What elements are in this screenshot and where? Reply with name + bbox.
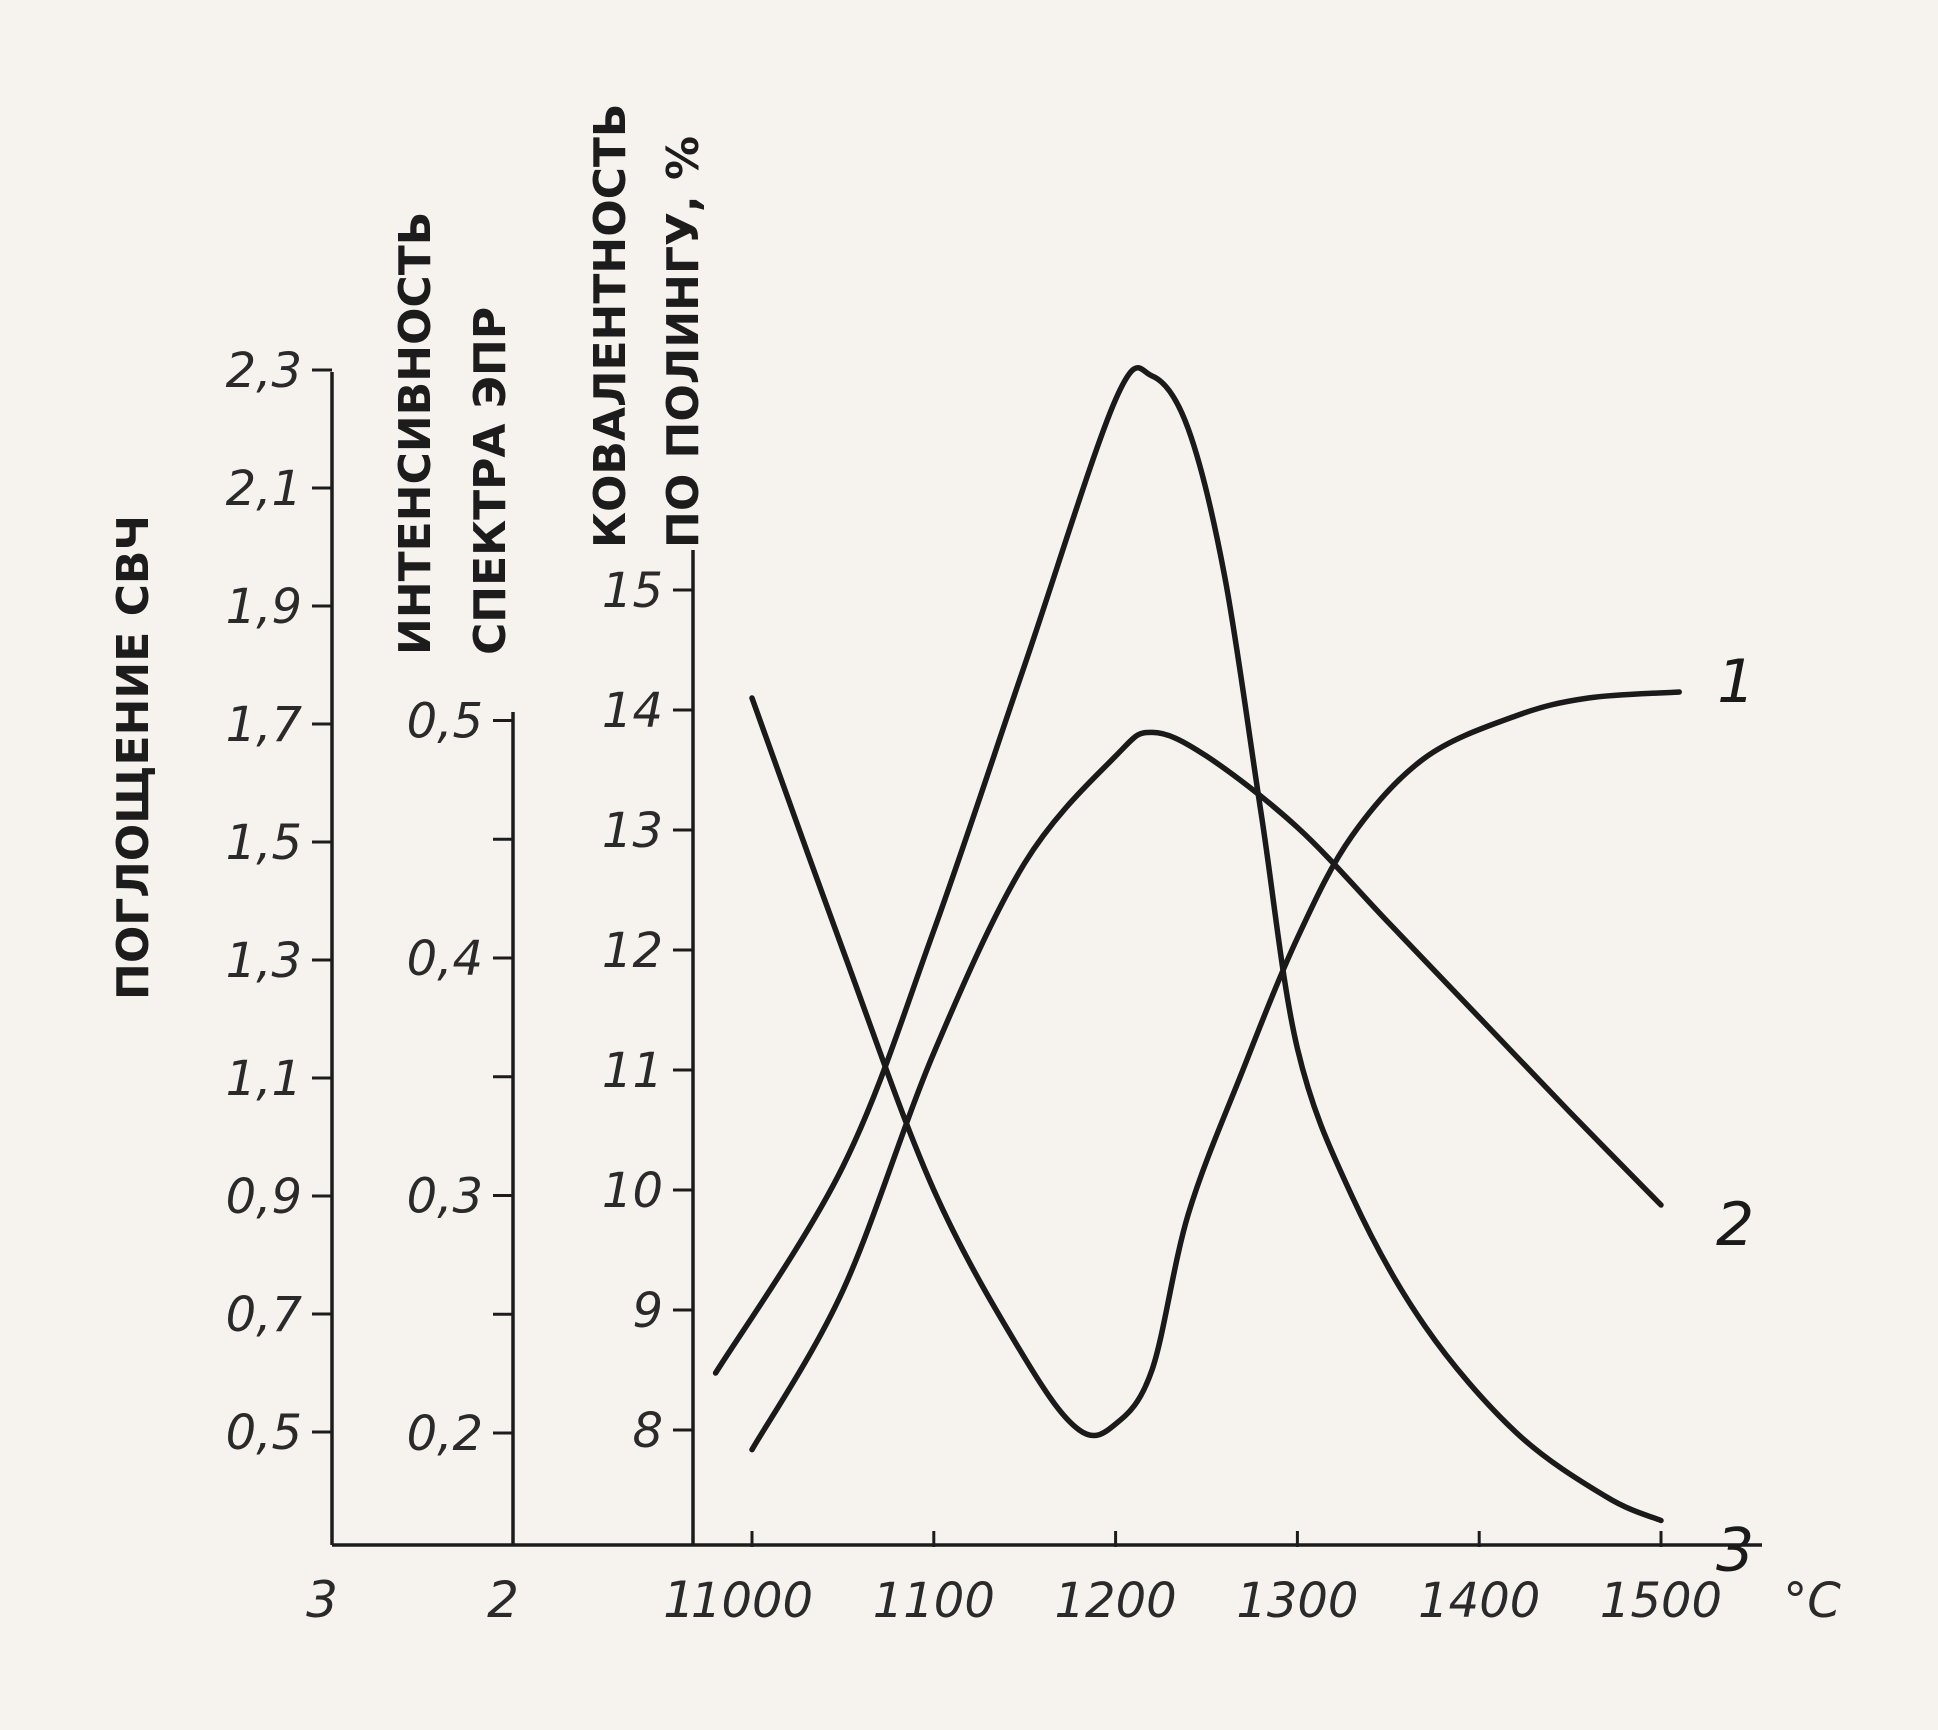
y-tick-label-3: 1,1: [226, 1051, 302, 1107]
y-tick-label-3: 2,1: [226, 461, 302, 517]
curves-group: [712, 365, 1682, 1524]
y-axis-title-1-line2: ПО ПОЛИНГУ, %: [658, 136, 709, 548]
y-tick-label-3: 0,9: [226, 1169, 302, 1225]
y-tick-label-2: 0,5: [407, 694, 483, 750]
y-axis-title-3: ПОГЛОЩЕНИЕ СВЧ: [108, 515, 159, 1000]
y-axis-id-3: 3: [306, 1571, 338, 1629]
y-axis-title-1-line1: КОВАЛЕНТНОСТЬ: [585, 104, 636, 548]
y-axis-title-2-line1: ИНТЕНСИВНОСТЬ: [390, 212, 441, 655]
y-tick-label-3: 2,3: [226, 343, 302, 399]
y-tick-label-3: 0,7: [226, 1287, 303, 1343]
y-tick-label-3: 0,5: [226, 1405, 302, 1461]
labels-group: 1000 1100 1200 1300 1400 1500 °C 0,5 0,7 0,9 1,1 1,…: [108, 104, 1841, 1629]
series-2-line: [749, 729, 1664, 1453]
y-axis-title-2-line2: СПЕКТРА ЭПР: [465, 307, 516, 655]
series-3-label: 3: [1716, 1516, 1754, 1586]
y-tick-label-1: 10: [602, 1163, 663, 1219]
y-tick-label-1: 8: [632, 1403, 663, 1459]
y-tick-label-1: 14: [602, 683, 663, 739]
x-tick-label: 1200: [1055, 1573, 1177, 1629]
axes-group: [312, 368, 1762, 1547]
y-tick-label-1: 12: [602, 923, 663, 979]
series-3-line: [712, 365, 1664, 1524]
y-tick-label-2: 0,2: [407, 1406, 483, 1462]
y-axis-id-2: 2: [487, 1571, 519, 1629]
x-tick-label: 1500: [1600, 1573, 1722, 1629]
y-tick-label-1: 9: [632, 1283, 663, 1339]
y-tick-label-1: 11: [602, 1043, 663, 1099]
y-axis-id-1: 1: [663, 1571, 695, 1629]
y-tick-label-2: 0,4: [407, 931, 483, 987]
y-tick-label-3: 1,3: [226, 933, 302, 989]
y-tick-label-3: 1,7: [226, 697, 303, 753]
x-tick-label: 1300: [1236, 1573, 1358, 1629]
y-tick-label-3: 1,5: [226, 815, 302, 871]
series-2-label: 2: [1716, 1190, 1754, 1260]
x-tick-label: 1000: [691, 1573, 813, 1629]
y-tick-label-3: 1,9: [226, 579, 302, 635]
y-tick-label-2: 0,3: [407, 1169, 483, 1225]
x-tick-label: 1100: [873, 1573, 995, 1629]
x-tick-label: 1400: [1418, 1573, 1540, 1629]
series-1-line: [749, 689, 1682, 1439]
x-axis-unit: °C: [1783, 1573, 1841, 1629]
series-1-label: 1: [1717, 647, 1755, 717]
y-tick-label-1: 15: [602, 563, 663, 619]
y-tick-label-1: 13: [602, 803, 663, 859]
